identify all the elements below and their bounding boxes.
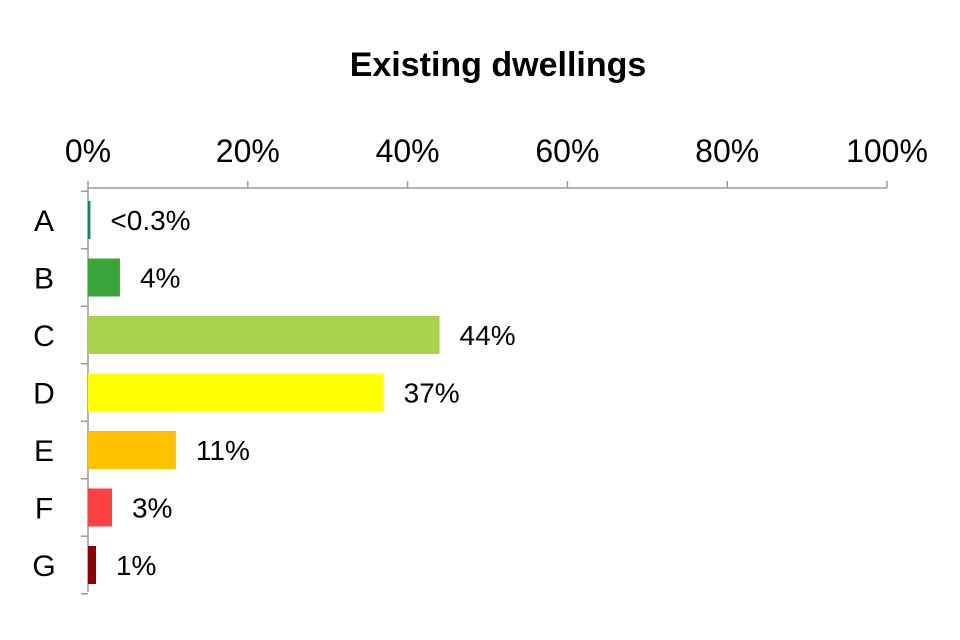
category-label: D [33,378,55,411]
data-label: 4% [140,263,180,294]
data-label: 44% [460,320,516,351]
x-tick-label: 60% [535,133,599,169]
bar-c [88,316,440,354]
category-label: C [33,320,55,353]
category-label: F [35,493,53,526]
data-label: 1% [116,550,156,581]
category-label: G [32,550,55,583]
bars [88,201,440,584]
data-label: 37% [404,378,460,409]
bar-g [88,546,96,584]
category-label: E [34,435,54,468]
x-tick-label: 80% [695,133,759,169]
category-label: A [34,205,54,238]
bar-b [88,258,120,297]
labels: 0% 20% 40% 60% 80% 100% A <0.3% B 4% C 44% D 37% E 11% F… [32,133,928,583]
data-label: <0.3% [110,205,190,236]
data-label: 11% [196,435,250,466]
bar-e [88,431,176,469]
x-tick-label: 20% [216,133,280,169]
x-tick-label: 100% [846,133,928,169]
x-tick-label: 40% [376,133,440,169]
bar-f [88,488,112,527]
bar-d [88,373,384,412]
chart-title: Existing dwellings [350,46,647,84]
x-tick-label: 0% [65,133,111,169]
data-label: 3% [132,493,172,524]
bar-a [88,201,91,239]
category-label: B [34,263,54,296]
